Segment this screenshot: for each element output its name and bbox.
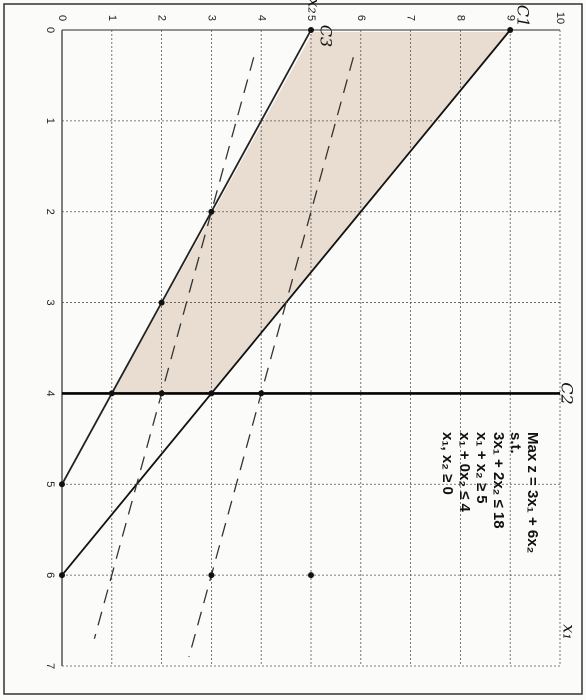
line-label: C2 — [558, 382, 577, 404]
point — [208, 572, 215, 579]
y-tick-label: 3 — [205, 15, 217, 21]
y-tick-label: 10 — [554, 12, 566, 24]
y-tick-label: 1 — [106, 15, 118, 21]
annotation: Max z = 3x₁ + 6x₂ — [524, 432, 541, 553]
y-tick-label: 2 — [156, 15, 168, 21]
objective-line — [93, 57, 255, 639]
x-tick-label: 6 — [44, 572, 56, 578]
y-tick-label: 9 — [504, 15, 516, 21]
point — [258, 390, 265, 397]
point — [308, 572, 314, 579]
y-tick-label: 4 — [255, 15, 267, 21]
line-label: C3 — [317, 25, 336, 47]
y-axis-label: x₂ — [305, 0, 324, 14]
point — [158, 390, 165, 397]
y-tick-label: 8 — [454, 15, 466, 21]
x-tick-label: 7 — [44, 663, 56, 669]
point — [59, 572, 65, 579]
y-tick-label: 6 — [355, 15, 367, 21]
x-tick-label: 2 — [44, 209, 56, 215]
point — [59, 481, 65, 488]
x-tick-label: 3 — [44, 300, 56, 306]
y-tick-label: 0 — [56, 15, 68, 21]
y-tick-label: 5 — [305, 15, 317, 21]
point — [208, 390, 215, 397]
annotation: x₁ + 0x₂ ≤ 4 — [456, 432, 473, 513]
frame — [3, 3, 583, 695]
x-axis-label: x₁ — [560, 624, 579, 639]
objective-line — [188, 57, 354, 658]
point — [208, 208, 215, 215]
point — [158, 299, 165, 306]
annotation: s.t. — [507, 432, 524, 454]
point — [108, 390, 115, 397]
annotation: 3x₁ + 2x₂ ≤ 18 — [490, 432, 507, 529]
constraint-line — [61, 29, 312, 485]
point — [308, 27, 314, 33]
y-tick-label: 7 — [405, 15, 417, 21]
line-label: C1 — [514, 5, 533, 27]
x-tick-label: 0 — [44, 27, 56, 33]
x-tick-label: 4 — [44, 390, 56, 396]
point — [507, 27, 514, 33]
annotation: x₁, x₂ ≥ 0 — [439, 432, 456, 495]
shaded-region — [113, 32, 510, 393]
x-tick-label: 5 — [44, 481, 56, 487]
x-tick-label: 1 — [44, 118, 56, 124]
annotation: x₁ + x₂ ≥ 5 — [473, 432, 490, 504]
